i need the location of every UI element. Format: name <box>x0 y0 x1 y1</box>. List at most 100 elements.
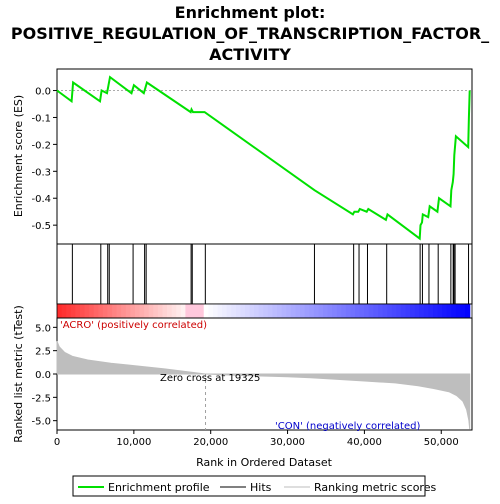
band-segment <box>240 304 246 318</box>
band-segment <box>428 304 434 318</box>
band-segment <box>139 304 145 318</box>
xtick-label: 40,000 <box>347 437 382 448</box>
band-segment <box>226 304 232 318</box>
band-segment <box>93 304 99 318</box>
metric-ytick-label: -2.5 <box>31 393 51 404</box>
band-segment <box>419 304 425 318</box>
title-line-1: Enrichment plot: <box>175 3 326 22</box>
es-ytick-label: -0.5 <box>31 221 51 232</box>
xtick-label: 50,000 <box>424 437 459 448</box>
band-segment <box>281 304 287 318</box>
enrichment-profile-series <box>56 75 471 241</box>
band-segment <box>61 304 67 318</box>
band-segment <box>176 304 182 318</box>
band-segment <box>167 304 173 318</box>
band-segment <box>359 304 365 318</box>
band-segment <box>455 304 462 318</box>
metric-yaxis: 5.0 2.5 0.0 -2.5 -5.0 <box>31 323 57 428</box>
band-segment <box>433 304 439 318</box>
band-segment <box>231 304 237 318</box>
band-segment <box>102 304 109 318</box>
band-segment <box>341 304 347 318</box>
band-segment <box>355 304 361 318</box>
band-segment <box>451 304 457 318</box>
band-segment <box>148 304 154 318</box>
band-segment <box>162 304 168 318</box>
band-segment <box>373 304 379 318</box>
band-segment <box>130 304 136 318</box>
zero-cross-label: Zero cross at 19325 <box>160 373 260 384</box>
band-segment <box>272 304 278 318</box>
band-segment <box>277 304 283 318</box>
band-segment <box>144 304 150 318</box>
band-segment <box>304 304 310 318</box>
band-segment <box>336 304 342 318</box>
band-segment <box>258 304 264 318</box>
band-segment <box>235 304 242 318</box>
title: Enrichment plot: POSITIVE_REGULATION_OF_… <box>11 3 489 64</box>
band-segment <box>423 304 430 318</box>
metric-ylabel: Ranked list metric (tTest) <box>12 305 25 442</box>
legend-item-metric: Ranking metric scores <box>284 481 436 494</box>
band-segment <box>345 304 352 318</box>
hit-markers <box>71 244 470 304</box>
band-segment <box>180 304 186 318</box>
band-segment <box>222 304 228 318</box>
band-segment <box>437 304 443 318</box>
title-line-2: POSITIVE_REGULATION_OF_TRANSCRIPTION_FAC… <box>11 24 489 43</box>
band-segment <box>245 304 251 318</box>
band-segment <box>212 304 219 318</box>
band-segment <box>263 304 269 318</box>
enrichment-panel-frame <box>56 68 473 245</box>
band-segment <box>112 304 118 318</box>
band-segment <box>125 304 131 318</box>
band-segment <box>79 304 86 318</box>
band-segment <box>377 304 384 318</box>
band-segment <box>410 304 416 318</box>
band-segment <box>332 304 338 318</box>
band-segment <box>116 304 122 318</box>
band-segment <box>414 304 420 318</box>
es-ytick-label: -0.2 <box>31 140 51 151</box>
band-segment <box>134 304 141 318</box>
band-segment <box>290 304 297 318</box>
legend-label-metric: Ranking metric scores <box>314 481 436 494</box>
band-segment <box>465 304 471 318</box>
band-segment <box>157 304 164 318</box>
band-segment <box>171 304 177 318</box>
xtick-label: 30,000 <box>270 437 305 448</box>
band-segment <box>313 304 319 318</box>
band-segment <box>107 304 113 318</box>
xtick-label: 0 <box>54 437 60 448</box>
metric-xlabel: Rank in Ordered Dataset <box>196 456 333 469</box>
band-segment <box>217 304 223 318</box>
band-segment <box>153 304 159 318</box>
title-line-3: ACTIVITY <box>209 45 291 64</box>
band-segment <box>84 304 90 318</box>
band-segment <box>75 304 81 318</box>
band-segment <box>199 304 205 318</box>
xtick-label: 20,000 <box>193 437 228 448</box>
band-segment <box>89 304 95 318</box>
band-segment <box>446 304 452 318</box>
es-ytick-label: 0.0 <box>35 87 51 98</box>
metric-ytick-label: 2.5 <box>35 347 51 358</box>
band-segment <box>350 304 356 318</box>
ranking-metric-series <box>56 341 471 430</box>
band-segment <box>185 304 191 318</box>
legend-label-enrichment: Enrichment profile <box>108 481 210 494</box>
band-segment <box>249 304 255 318</box>
band-segment <box>400 304 407 318</box>
band-segment <box>300 304 306 318</box>
band-segment <box>442 304 448 318</box>
band-segment <box>295 304 301 318</box>
es-ytick-label: -0.4 <box>31 194 51 205</box>
band-segment <box>318 304 324 318</box>
legend-label-hits: Hits <box>250 481 272 494</box>
pos-correlated-label: 'ACRO' (positively correlated) <box>60 320 207 331</box>
legend-box <box>72 475 426 497</box>
neg-correlated-label: 'CON' (negatively correlated) <box>275 421 420 432</box>
es-ytick-label: -0.3 <box>31 167 51 178</box>
